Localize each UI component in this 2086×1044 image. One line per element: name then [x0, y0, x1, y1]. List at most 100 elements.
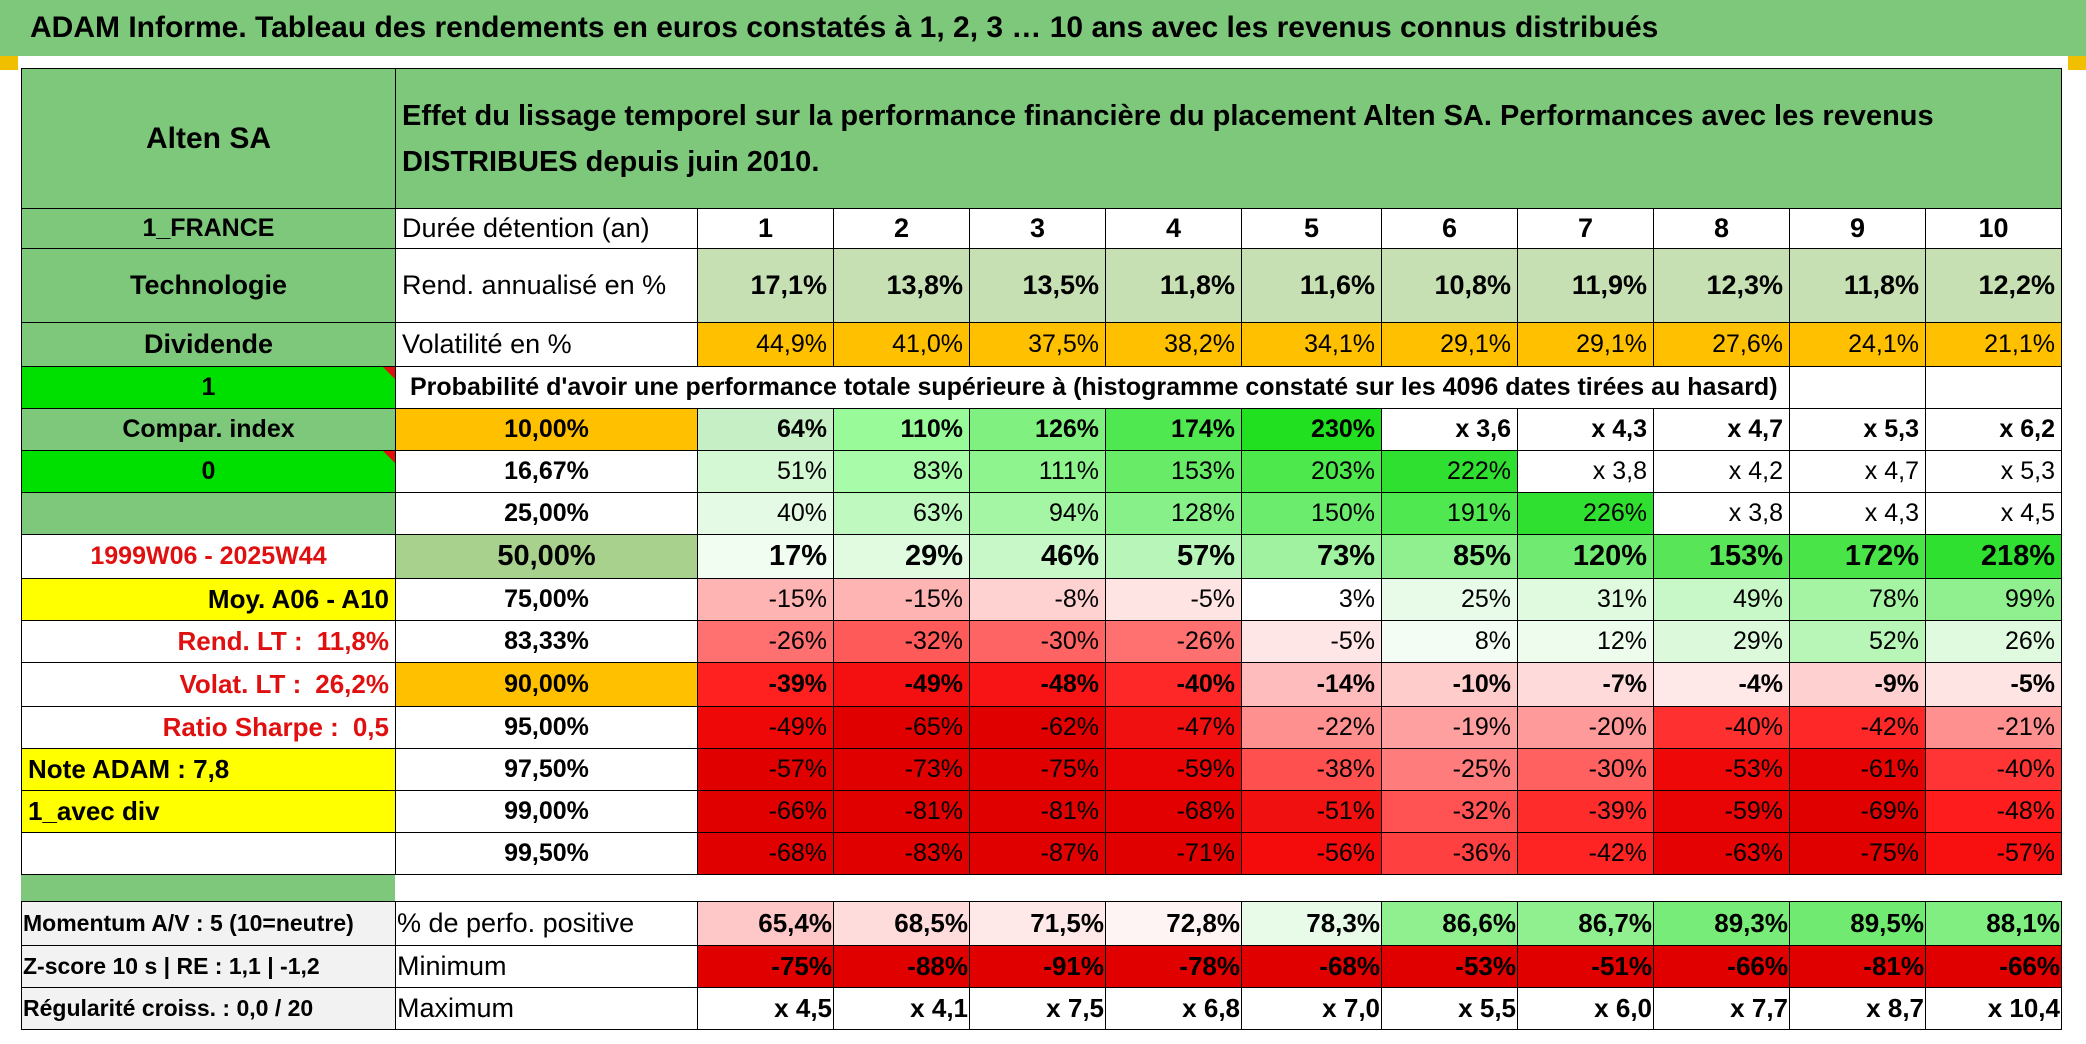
vol-value: 34,1% — [1241, 322, 1382, 367]
minimum-value: -66% — [1653, 945, 1790, 988]
quantile-value: 52% — [1789, 620, 1926, 663]
rend-value: 13,5% — [969, 248, 1106, 323]
quantile-value: 8% — [1381, 620, 1518, 663]
empty-cell — [21, 832, 396, 875]
quantile-value: 17% — [697, 534, 834, 579]
year-header: 1 — [697, 208, 834, 249]
quantile-value: 64% — [697, 408, 834, 451]
company-name: Alten SA — [21, 68, 396, 209]
quantile-value: -40% — [1925, 748, 2062, 791]
quantile-row: Rend. LT :11,8% 83,33% -26% -32% -30% -26% -5%… — [21, 620, 2062, 663]
quantile-level: 95,00% — [395, 706, 698, 749]
sharpe-cell: Ratio Sharpe : 0,5 — [21, 706, 396, 749]
quantile-value: -75% — [1789, 832, 1926, 875]
quantile-row: 1_avec div 99,00% -66% -81% -81% -68% -51% -32%… — [21, 790, 2062, 833]
rend-value: 12,2% — [1925, 248, 2062, 323]
note-adam: Note ADAM : 7,8 — [21, 748, 396, 791]
quantile-value: 49% — [1653, 578, 1790, 621]
description-row: Alten SA Effet du lissage temporel sur l… — [21, 68, 2062, 209]
quantile-value: -14% — [1241, 662, 1382, 707]
quantile-value: x 5,3 — [1789, 408, 1926, 451]
corner-marker — [0, 56, 18, 70]
quantile-level: 75,00% — [395, 578, 698, 621]
quantile-value: -68% — [1105, 790, 1242, 833]
quantile-value: -8% — [969, 578, 1106, 621]
quantile-value: -61% — [1789, 748, 1926, 791]
quantile-row: Ratio Sharpe :0,5 95,00% -49% -65% -62% -47% -… — [21, 706, 2062, 749]
positive-value: 86,7% — [1517, 901, 1654, 946]
minimum-value: -78% — [1105, 945, 1242, 988]
period-label: 1999W06 - 2025W44 — [21, 534, 396, 579]
vol-value: 38,2% — [1105, 322, 1242, 367]
quantile-value: -59% — [1105, 748, 1242, 791]
quantile-level: 90,00% — [395, 662, 698, 707]
compar-index-label[interactable]: Compar. index — [21, 408, 396, 451]
positive-value: 89,3% — [1653, 901, 1790, 946]
quantile-value: -36% — [1381, 832, 1518, 875]
vol-value: 29,1% — [1517, 322, 1654, 367]
quantile-value: -57% — [697, 748, 834, 791]
quantile-value: -40% — [1653, 706, 1790, 749]
rend-value: 11,8% — [1105, 248, 1242, 323]
flag-one-cell[interactable]: 1 — [21, 366, 396, 409]
quantile-value: 226% — [1517, 492, 1654, 535]
quantile-value: x 4,7 — [1789, 450, 1926, 493]
quantile-value: -87% — [969, 832, 1106, 875]
quantile-value: -9% — [1789, 662, 1926, 707]
separator-green-bar — [21, 875, 395, 901]
rend-value: 17,1% — [697, 248, 834, 323]
quantile-value: 203% — [1241, 450, 1382, 493]
summary-table: Momentum A/V : 5 (10=neutre) % de perfo.… — [21, 901, 2062, 1030]
quantile-value: -68% — [697, 832, 834, 875]
quantile-value: 153% — [1653, 534, 1790, 579]
positive-value: 88,1% — [1925, 901, 2062, 946]
quantile-value: 63% — [833, 492, 970, 535]
maximum-value: x 10,4 — [1925, 987, 2062, 1030]
rend-value: 13,8% — [833, 248, 970, 323]
quantile-row: 0 16,67% 51% 83% 111% 153% 203% 222% x 3,8 x 4,2 x… — [21, 450, 2062, 493]
quantile-value: 78% — [1789, 578, 1926, 621]
quantile-value: x 4,2 — [1653, 450, 1790, 493]
quantile-value: 31% — [1517, 578, 1654, 621]
quantile-value: 120% — [1517, 534, 1654, 579]
momentum-label: Momentum A/V : 5 (10=neutre) — [21, 901, 396, 946]
maximum-value: x 6,0 — [1517, 987, 1654, 1030]
flag-zero-cell[interactable]: 0 — [21, 450, 396, 493]
quantile-value: 40% — [697, 492, 834, 535]
moy-label: Moy. A06 - A10 — [21, 578, 396, 621]
quantile-value: -65% — [833, 706, 970, 749]
quantile-value: x 4,5 — [1925, 492, 2062, 535]
maximum-value: x 4,1 — [833, 987, 970, 1030]
quantile-value: -30% — [969, 620, 1106, 663]
report-title-banner: ADAM Informe. Tableau des rendements en … — [0, 0, 2086, 56]
rend-value: 11,9% — [1517, 248, 1654, 323]
minimum-row: Z-score 10 s | RE : 1,1 | -1,2 Minimum -… — [21, 945, 2062, 988]
avec-div-label: 1_avec div — [21, 790, 396, 833]
quantile-value: -15% — [833, 578, 970, 621]
quantile-row: Moy. A06 - A10 75,00% -15% -15% -8% -5% 3% 25% 3… — [21, 578, 2062, 621]
quantile-value: -26% — [697, 620, 834, 663]
quantile-value: x 4,3 — [1789, 492, 1926, 535]
positive-value: 86,6% — [1381, 901, 1518, 946]
quantile-value: -57% — [1925, 832, 2062, 875]
quantile-value: -42% — [1517, 832, 1654, 875]
quantile-value: 73% — [1241, 534, 1382, 579]
maximum-label: Maximum — [395, 987, 698, 1030]
quantile-value: x 6,2 — [1925, 408, 2062, 451]
quantile-level: 25,00% — [395, 492, 698, 535]
quantile-value: 111% — [969, 450, 1106, 493]
quantile-value: -20% — [1517, 706, 1654, 749]
prob-title-row: 1 Probabilité d'avoir une performance to… — [21, 366, 2062, 409]
table-description: Effet du lissage temporel sur la perform… — [395, 68, 2062, 209]
quantile-value: -66% — [697, 790, 834, 833]
year-header: 5 — [1241, 208, 1382, 249]
rend-lt-cell: Rend. LT : 11,8% — [21, 620, 396, 663]
quantile-value: -39% — [697, 662, 834, 707]
minimum-value: -88% — [833, 945, 970, 988]
maximum-value: x 7,5 — [969, 987, 1106, 1030]
volat-lt-label: Volat. LT : — [179, 669, 302, 699]
rend-row: Technologie Rend. annualisé en % 17,1% 13… — [21, 248, 2062, 323]
quantile-value: 12% — [1517, 620, 1654, 663]
quantile-value: 25% — [1381, 578, 1518, 621]
quantile-value: 174% — [1105, 408, 1242, 451]
